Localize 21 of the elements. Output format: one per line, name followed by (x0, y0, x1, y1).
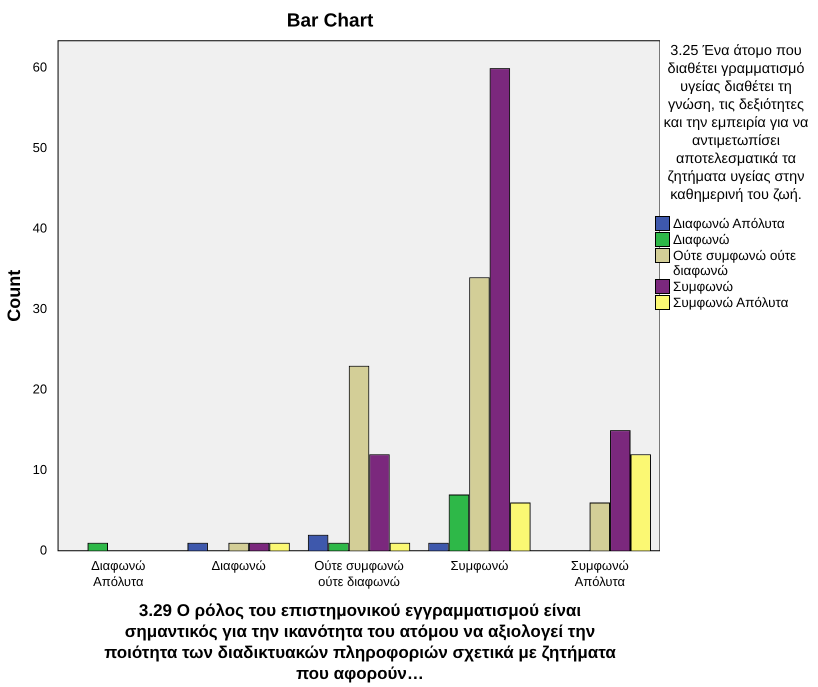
x-tick-label: Διαφωνώ Απόλυτα (91, 558, 146, 589)
y-tick-label: 20 (32, 381, 48, 396)
legend-label: Διαφωνώ (673, 232, 730, 247)
chart-title: Bar Chart (286, 10, 374, 32)
x-tick-label: Διαφωνώ (211, 558, 266, 574)
text: 3.25 Ένα άτομο που διαθέτει γραμματισμό υγείας διαθέτει τη γνώση, τις δεξιότητες και την εμπειρία για να αντιμετωπίσει αποτελεσματικά τα ζητήματα υγείας στην καθημερινή του ζωή. (664, 43, 808, 203)
x-axis-title: 3.29 Ο ρόλος του επιστημονικού εγγραμματισμού είναι σημαντικός για την ικανότητα του ατόμου να αξιολογεί την ποιότητα των διαδικτυακών πληροφοριών σχετικά με ζητήματα που αφορούν… (103, 600, 617, 684)
legend-label: Διαφωνώ Απόλυτα (673, 216, 785, 231)
y-tick-label: 40 (32, 220, 48, 236)
legend-label: Συμφωνώ Απόλυτα (673, 295, 788, 310)
x-tick-label: Ούτε συμφωνώ ούτε διαφωνώ (314, 558, 404, 589)
y-tick-label: 30 (32, 301, 48, 316)
y-tick-label: 10 (32, 462, 48, 477)
y-tick-label: 50 (32, 140, 48, 156)
y-tick-label: 60 (32, 60, 48, 75)
x-tick-label: Συμφωνώ (450, 558, 508, 574)
legend-label: Συμφωνώ (673, 279, 734, 294)
x-tick-label: Συμφωνώ Απόλυτα (570, 558, 629, 589)
y-tick-label: 0 (40, 542, 48, 558)
y-axis-title: Count (4, 270, 24, 322)
legend-label: Ούτε συμφωνώ ούτε διαφωνώ (673, 248, 798, 278)
